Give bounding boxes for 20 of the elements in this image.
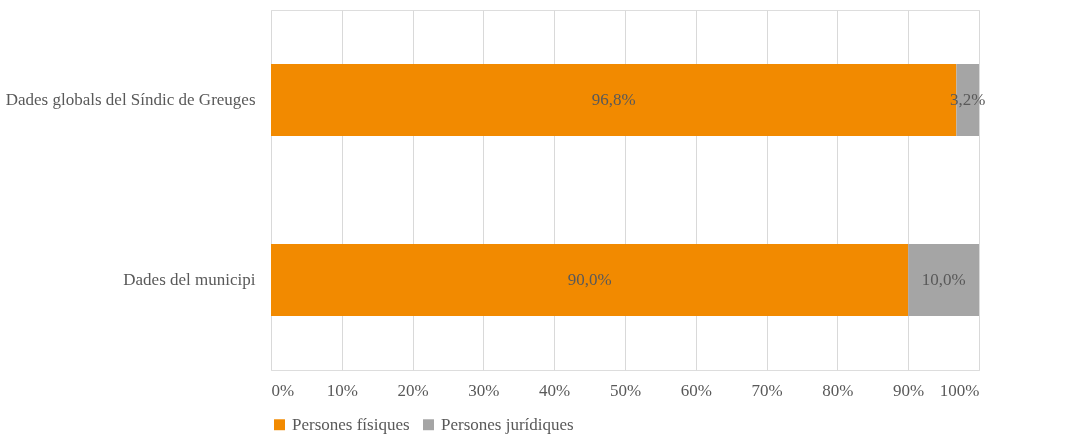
x-tick-label: 70%: [751, 380, 783, 400]
x-tick-label: 10%: [326, 380, 358, 400]
x-tick-label: 20%: [397, 380, 429, 400]
bar: [908, 244, 979, 316]
y-tick-label: Dades del municipi: [123, 270, 256, 289]
x-tick-label: 100%: [939, 380, 980, 400]
x-tick-label: 0%: [271, 380, 295, 400]
data-label: 90,0%: [567, 270, 612, 289]
x-tick-label: 40%: [539, 380, 571, 400]
bar: [271, 244, 909, 316]
data-label: 10,0%: [921, 270, 966, 289]
x-tick-label: 60%: [680, 380, 712, 400]
x-tick-label: 80%: [822, 380, 854, 400]
x-tick-label: 30%: [468, 380, 500, 400]
y-tick-label: Dades globals del Síndic de Greuges: [5, 90, 256, 109]
x-tick-label: 90%: [893, 380, 925, 400]
data-label: 96,8%: [591, 90, 636, 109]
legend-label: Persones jurídiques: [441, 414, 574, 434]
x-tick-label: 50%: [609, 380, 642, 400]
legend-label: Persones físiques: [292, 414, 410, 434]
